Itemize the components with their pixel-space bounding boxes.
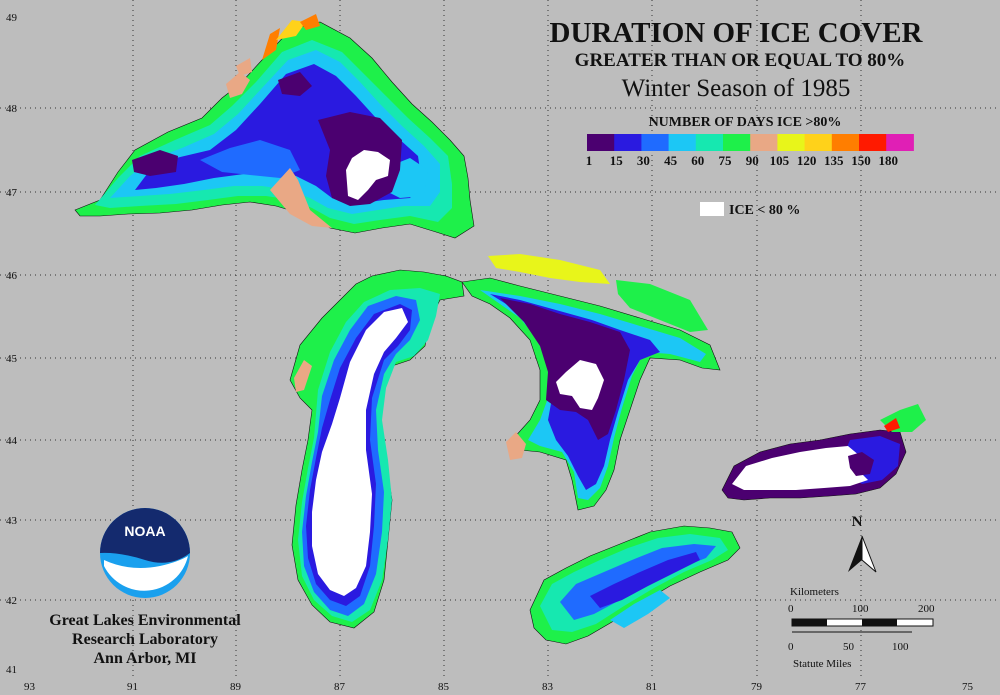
- legend-tick-label: 45: [664, 153, 678, 168]
- legend-swatch: [804, 134, 833, 151]
- title-line1: DURATION OF ICE COVER: [550, 17, 924, 49]
- latitude-labels: 49 48 47 46 45 44 43 42 41: [6, 12, 18, 676]
- lake-erie: [529, 525, 741, 645]
- scale-mi-tick: 0: [788, 641, 794, 653]
- legend-swatches: [587, 134, 914, 151]
- credit-line1: Great Lakes Environmental: [49, 612, 241, 629]
- legend-swatch: [614, 134, 642, 151]
- longitude-labels: 93 91 89 87 85 83 81 79 77 75: [24, 681, 974, 693]
- lon-label: 93: [24, 681, 36, 693]
- title-line2: GREATER THAN OR EQUAL TO 80%: [575, 50, 906, 71]
- legend-tick-label: 180: [878, 153, 898, 168]
- scale-mi-label: Statute Miles: [793, 658, 851, 670]
- legend-swatch: [587, 134, 615, 151]
- lat-label: 43: [6, 515, 18, 527]
- lat-label: 42: [6, 595, 17, 607]
- noaa-logo-text: NOAA: [124, 523, 165, 539]
- legend-tick-label: 150: [851, 153, 871, 168]
- legend-swatch: [695, 134, 724, 151]
- legend-tick-label: 75: [719, 153, 733, 168]
- lake-ontario: [721, 404, 926, 501]
- title-line3: Winter Season of 1985: [622, 75, 851, 102]
- lake-michigan: [289, 269, 465, 629]
- scale-km-label: Kilometers: [790, 586, 839, 598]
- credit-line3: Ann Arbor, MI: [94, 650, 197, 667]
- title-block: DURATION OF ICE COVER GREATER THAN OR EQ…: [550, 17, 924, 102]
- legend-swatch: [668, 134, 697, 151]
- legend-tick-label: 30: [637, 153, 650, 168]
- lon-label: 79: [751, 681, 763, 693]
- north-arrow-icon: [848, 536, 862, 572]
- lat-label: 41: [6, 664, 17, 676]
- lon-label: 83: [542, 681, 554, 693]
- lon-label: 85: [438, 681, 450, 693]
- legend-tick-label: 60: [691, 153, 704, 168]
- legend-swatch: [859, 134, 887, 151]
- legend-tick-label: 105: [770, 153, 790, 168]
- noaa-logo-wave: [104, 556, 188, 591]
- legend-tick-label: 90: [746, 153, 759, 168]
- lat-label: 47: [6, 187, 18, 199]
- lake-superior: [74, 14, 475, 239]
- lat-label: 45: [6, 353, 18, 365]
- legend-tick-label: 1: [586, 153, 593, 168]
- lon-label: 75: [962, 681, 974, 693]
- scale-bar: Kilometers 0 100 200 0 50 100 Statute Mi…: [788, 586, 935, 670]
- credit-block: Great Lakes Environmental Research Labor…: [49, 612, 241, 667]
- legend-swatch: [750, 134, 778, 151]
- lon-label: 87: [334, 681, 346, 693]
- legend-tick-label: 15: [610, 153, 624, 168]
- lat-label: 44: [6, 435, 18, 447]
- north-arrow: N: [848, 514, 877, 573]
- scale-km-tick: 0: [788, 603, 794, 615]
- legend-tick-label: 135: [824, 153, 844, 168]
- credit-line2: Research Laboratory: [72, 631, 218, 648]
- lon-label: 91: [127, 681, 138, 693]
- lat-label: 48: [6, 103, 18, 115]
- noaa-logo-bird: [100, 508, 190, 563]
- lat-label: 49: [6, 12, 18, 24]
- lake-huron: [461, 254, 721, 511]
- north-arrow-icon-right: [861, 535, 877, 573]
- ice-free-swatch: [700, 202, 724, 216]
- legend-heading: NUMBER OF DAYS ICE >80%: [649, 115, 842, 130]
- scale-mi-tick: 100: [892, 641, 909, 653]
- scale-km-tick: 100: [852, 603, 869, 615]
- legend-swatch: [831, 134, 860, 151]
- legend-swatch: [777, 134, 806, 151]
- lat-label: 46: [6, 270, 18, 282]
- legend-tick-label: 120: [797, 153, 817, 168]
- legend: NUMBER OF DAYS ICE >80% 1 15 30 45 60 75 90 105…: [586, 115, 914, 218]
- noaa-logo: NOAA: [100, 508, 190, 598]
- legend-swatch: [886, 134, 914, 151]
- lon-label: 81: [646, 681, 657, 693]
- lon-label: 89: [230, 681, 242, 693]
- scale-mi-tick: 50: [843, 641, 855, 653]
- north-label: N: [852, 514, 863, 530]
- legend-swatch: [641, 134, 670, 151]
- legend-swatch: [723, 134, 751, 151]
- lon-label: 77: [855, 681, 867, 693]
- legend-ticks: 1 15 30 45 60 75 90 105 120 135 150 180: [586, 153, 898, 168]
- scale-km-tick: 200: [918, 603, 935, 615]
- scale-bar-segment: [862, 619, 897, 626]
- scale-bar-segment: [792, 619, 827, 626]
- ice-free-label: ICE < 80 %: [729, 203, 800, 218]
